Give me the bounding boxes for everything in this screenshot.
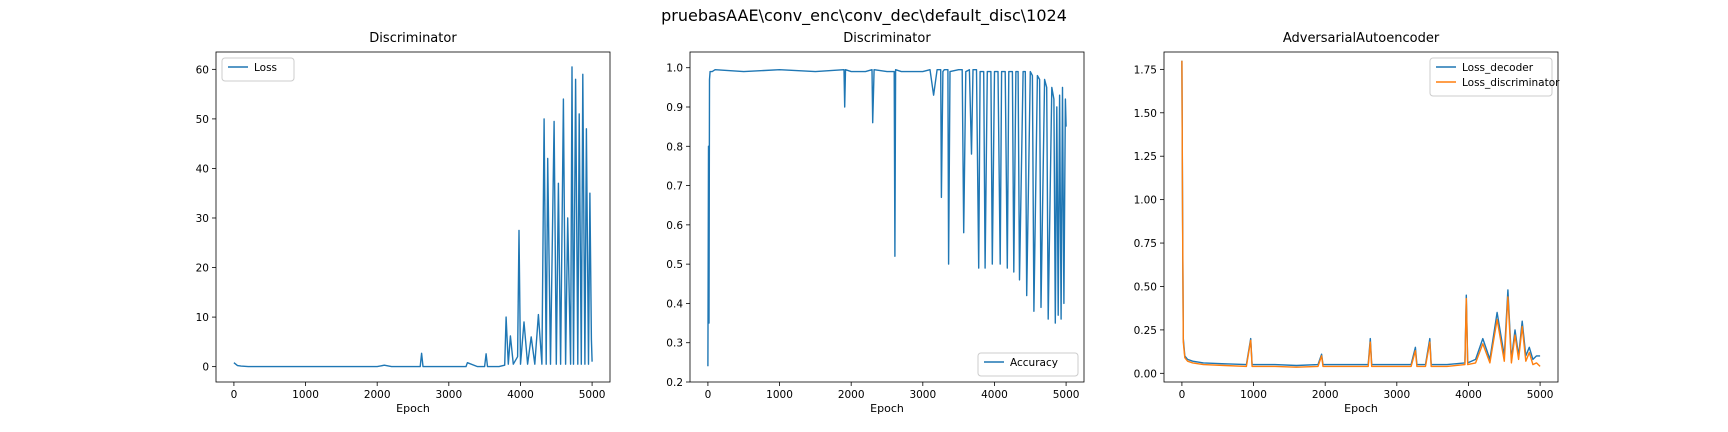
plot-frame — [689, 51, 1085, 383]
y-tick-label: 30 — [196, 213, 209, 225]
x-tick-label: 1000 — [292, 389, 319, 401]
x-tick-label: 0 — [705, 389, 712, 401]
x-tick-label: 1000 — [1240, 389, 1267, 401]
x-tick-label: 3000 — [909, 389, 936, 401]
x-tick-label: 4000 — [1455, 389, 1482, 401]
y-tick-label: 0.4 — [666, 298, 683, 310]
x-tick-label: 5000 — [1053, 389, 1080, 401]
chart-title: Discriminator — [843, 31, 931, 46]
figure-suptitle: pruebasAAE\conv_enc\conv_dec\default_dis… — [661, 6, 1067, 25]
chart-title: Discriminator — [369, 31, 457, 46]
legend: Loss_decoder Loss_discriminator — [1429, 57, 1560, 97]
y-tick-label: 0.6 — [666, 220, 683, 232]
x-tick-label: 0 — [231, 389, 238, 401]
series-line-loss — [233, 66, 593, 368]
y-tick-label: 50 — [196, 114, 209, 126]
legend-box — [1429, 57, 1553, 97]
chart-panel-1: Discriminator 0 1000 2000 3000 4000 5000 0 10 20 3… — [196, 31, 611, 415]
y-tick-label: 0 — [202, 362, 209, 374]
y-tick-label: 1.00 — [1134, 195, 1157, 207]
legend-box — [977, 352, 1079, 377]
series-line-accuracy — [707, 68, 1067, 367]
series-line-loss-discriminator — [1181, 60, 1541, 368]
x-tick-label: 2000 — [1312, 389, 1339, 401]
legend: Loss — [221, 57, 295, 82]
legend-box — [221, 57, 295, 82]
legend-label: Loss_decoder — [1462, 62, 1534, 74]
legend-label: Loss_discriminator — [1462, 77, 1560, 89]
x-tick-label: 5000 — [1527, 389, 1554, 401]
x-tick-label: 4000 — [507, 389, 534, 401]
legend: Accuracy — [977, 352, 1079, 377]
y-tick-label: 0.75 — [1134, 238, 1157, 250]
x-tick-label: 0 — [1179, 389, 1186, 401]
x-tick-label: 2000 — [838, 389, 865, 401]
legend-label: Loss — [254, 62, 277, 74]
legend-label: Accuracy — [1010, 357, 1058, 369]
plot-frame — [1163, 51, 1559, 383]
y-tick-label: 0.3 — [666, 338, 683, 350]
y-tick-label: 20 — [196, 263, 209, 275]
chart-panel-3: AdversarialAutoencoder 0 1000 2000 3000 4000 5… — [1134, 31, 1561, 415]
x-axis-label: Epoch — [1344, 402, 1378, 415]
x-tick-label: 3000 — [435, 389, 462, 401]
y-tick-label: 1.75 — [1134, 64, 1157, 76]
plot-frame — [215, 51, 611, 383]
y-tick-label: 1.25 — [1134, 151, 1157, 163]
x-axis-label: Epoch — [396, 402, 430, 415]
y-tick-label: 0.8 — [666, 141, 683, 153]
y-tick-label: 1.0 — [666, 63, 683, 75]
y-tick-label: 0.50 — [1134, 281, 1157, 293]
chart-title: AdversarialAutoencoder — [1283, 31, 1440, 46]
y-tick-label: 1.50 — [1134, 108, 1157, 120]
x-tick-label: 3000 — [1383, 389, 1410, 401]
y-tick-label: 0.2 — [666, 377, 683, 389]
series-line-loss-decoder — [1181, 60, 1541, 367]
x-tick-label: 2000 — [364, 389, 391, 401]
y-tick-label: 0.00 — [1134, 368, 1157, 380]
y-tick-label: 60 — [196, 64, 209, 76]
y-tick-label: 0.5 — [666, 259, 683, 271]
y-tick-label: 0.25 — [1134, 325, 1157, 337]
x-tick-label: 5000 — [579, 389, 606, 401]
y-tick-label: 10 — [196, 312, 209, 324]
x-tick-label: 4000 — [981, 389, 1008, 401]
y-tick-label: 40 — [196, 163, 209, 175]
x-axis-label: Epoch — [870, 402, 904, 415]
y-tick-label: 0.7 — [666, 181, 683, 193]
y-tick-label: 0.9 — [666, 102, 683, 114]
chart-panel-2: Discriminator 0 1000 2000 3000 4000 5000 0.2 0.3… — [666, 31, 1085, 415]
x-tick-label: 1000 — [766, 389, 793, 401]
